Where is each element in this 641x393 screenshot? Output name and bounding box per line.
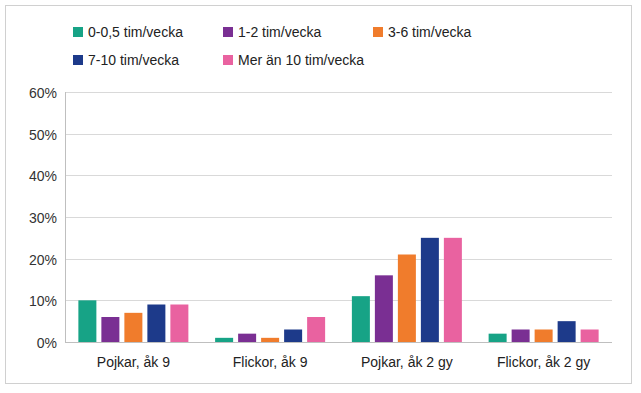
- bar: [238, 334, 256, 342]
- y-tick-label: 20%: [29, 252, 57, 268]
- bar: [444, 238, 462, 342]
- y-tick-label: 30%: [29, 210, 57, 226]
- bar: [307, 317, 325, 342]
- x-tick-label: Pojkar, åk 9: [97, 354, 170, 370]
- legend-swatch: [223, 55, 233, 65]
- y-tick-label: 0%: [37, 335, 57, 351]
- legend-swatch: [223, 27, 233, 37]
- x-tick-label: Flickor, åk 9: [233, 354, 308, 370]
- bar: [558, 321, 576, 342]
- y-tick-label: 60%: [29, 85, 57, 101]
- chart-container: 0% 10% 20% 30% 40% 50% 60% Pojkar, åk 9 Flickor,…: [0, 0, 641, 393]
- grid-line: [65, 300, 612, 301]
- legend-label: 1-2 tim/vecka: [238, 24, 321, 40]
- grid-line: [65, 175, 612, 176]
- bar: [261, 338, 279, 342]
- legend-label: 0-0,5 tim/vecka: [88, 24, 183, 40]
- legend-label: 3-6 tim/vecka: [388, 24, 471, 40]
- grid-line: [65, 259, 612, 260]
- bar: [421, 238, 439, 342]
- bar: [535, 330, 553, 343]
- legend-swatch: [73, 27, 83, 37]
- legend-swatch: [73, 55, 83, 65]
- grid-line: [65, 134, 612, 135]
- x-tick-label: Flickor, åk 2 gy: [497, 354, 590, 370]
- grid-line: [65, 92, 612, 93]
- bar: [489, 334, 507, 342]
- bar: [101, 317, 119, 342]
- bar: [398, 255, 416, 343]
- bar: [512, 330, 530, 343]
- y-tick-label: 50%: [29, 127, 57, 143]
- y-tick-label: 10%: [29, 293, 57, 309]
- x-axis: [65, 342, 612, 343]
- grid-line: [65, 217, 612, 218]
- legend-label: Mer än 10 tim/vecka: [238, 52, 364, 68]
- bar: [215, 338, 233, 342]
- bar: [147, 305, 165, 343]
- frame: [6, 6, 632, 384]
- legend-swatch: [373, 27, 383, 37]
- x-tick-label: Pojkar, åk 2 gy: [361, 354, 453, 370]
- legend-label: 7-10 tim/vecka: [88, 52, 179, 68]
- bar: [78, 300, 96, 342]
- y-tick-label: 40%: [29, 168, 57, 184]
- bar: [375, 275, 393, 342]
- chart: 0% 10% 20% 30% 40% 50% 60% Pojkar, åk 9 Flickor,…: [0, 0, 641, 393]
- bar: [284, 330, 302, 343]
- bar: [170, 305, 188, 343]
- bar: [352, 296, 370, 342]
- y-axis: [65, 92, 66, 342]
- bars: [78, 238, 598, 342]
- bar: [124, 313, 142, 342]
- bar: [581, 330, 599, 343]
- grid-line: [65, 342, 612, 343]
